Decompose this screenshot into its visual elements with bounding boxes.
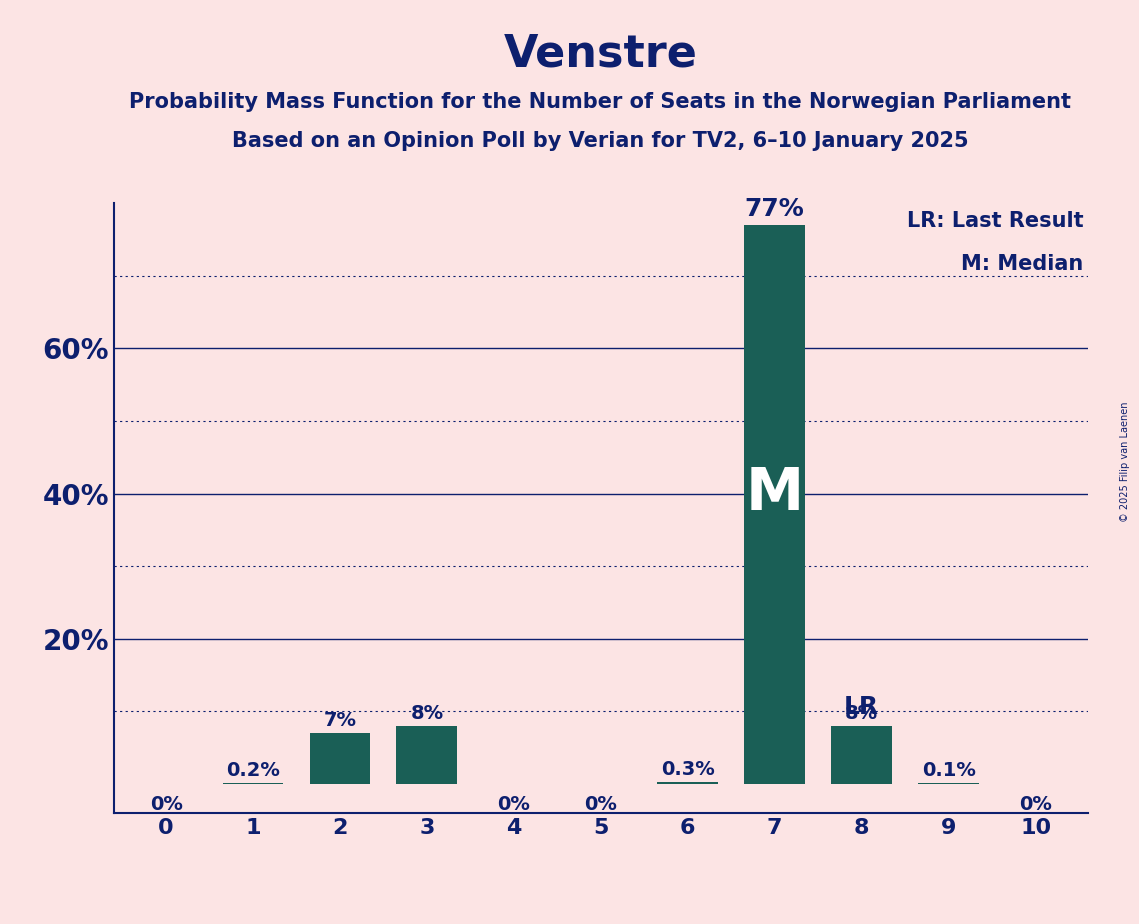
Text: Based on an Opinion Poll by Verian for TV2, 6–10 January 2025: Based on an Opinion Poll by Verian for T… bbox=[232, 131, 968, 152]
Text: © 2025 Filip van Laenen: © 2025 Filip van Laenen bbox=[1121, 402, 1130, 522]
Text: 8%: 8% bbox=[410, 704, 443, 723]
Bar bbox=[396, 726, 458, 784]
Text: 0.3%: 0.3% bbox=[661, 760, 714, 779]
Text: 0.2%: 0.2% bbox=[226, 760, 280, 780]
Text: LR: LR bbox=[844, 695, 879, 719]
Text: 0.1%: 0.1% bbox=[921, 761, 976, 781]
Text: M: Median: M: Median bbox=[961, 254, 1083, 274]
Text: 7%: 7% bbox=[323, 711, 357, 730]
Bar bbox=[310, 734, 370, 784]
Text: 0%: 0% bbox=[149, 795, 182, 814]
Bar bbox=[222, 783, 284, 784]
Text: 0%: 0% bbox=[1019, 795, 1052, 814]
Text: 0%: 0% bbox=[584, 795, 617, 814]
Bar bbox=[657, 782, 719, 784]
Text: 8%: 8% bbox=[845, 704, 878, 723]
Bar bbox=[744, 225, 805, 784]
Text: LR: Last Result: LR: Last Result bbox=[907, 211, 1083, 231]
Text: M: M bbox=[746, 465, 804, 522]
Text: 77%: 77% bbox=[745, 198, 804, 222]
Text: Probability Mass Function for the Number of Seats in the Norwegian Parliament: Probability Mass Function for the Number… bbox=[129, 92, 1072, 113]
Bar bbox=[831, 726, 892, 784]
Text: Venstre: Venstre bbox=[503, 32, 697, 76]
Text: 0%: 0% bbox=[498, 795, 531, 814]
